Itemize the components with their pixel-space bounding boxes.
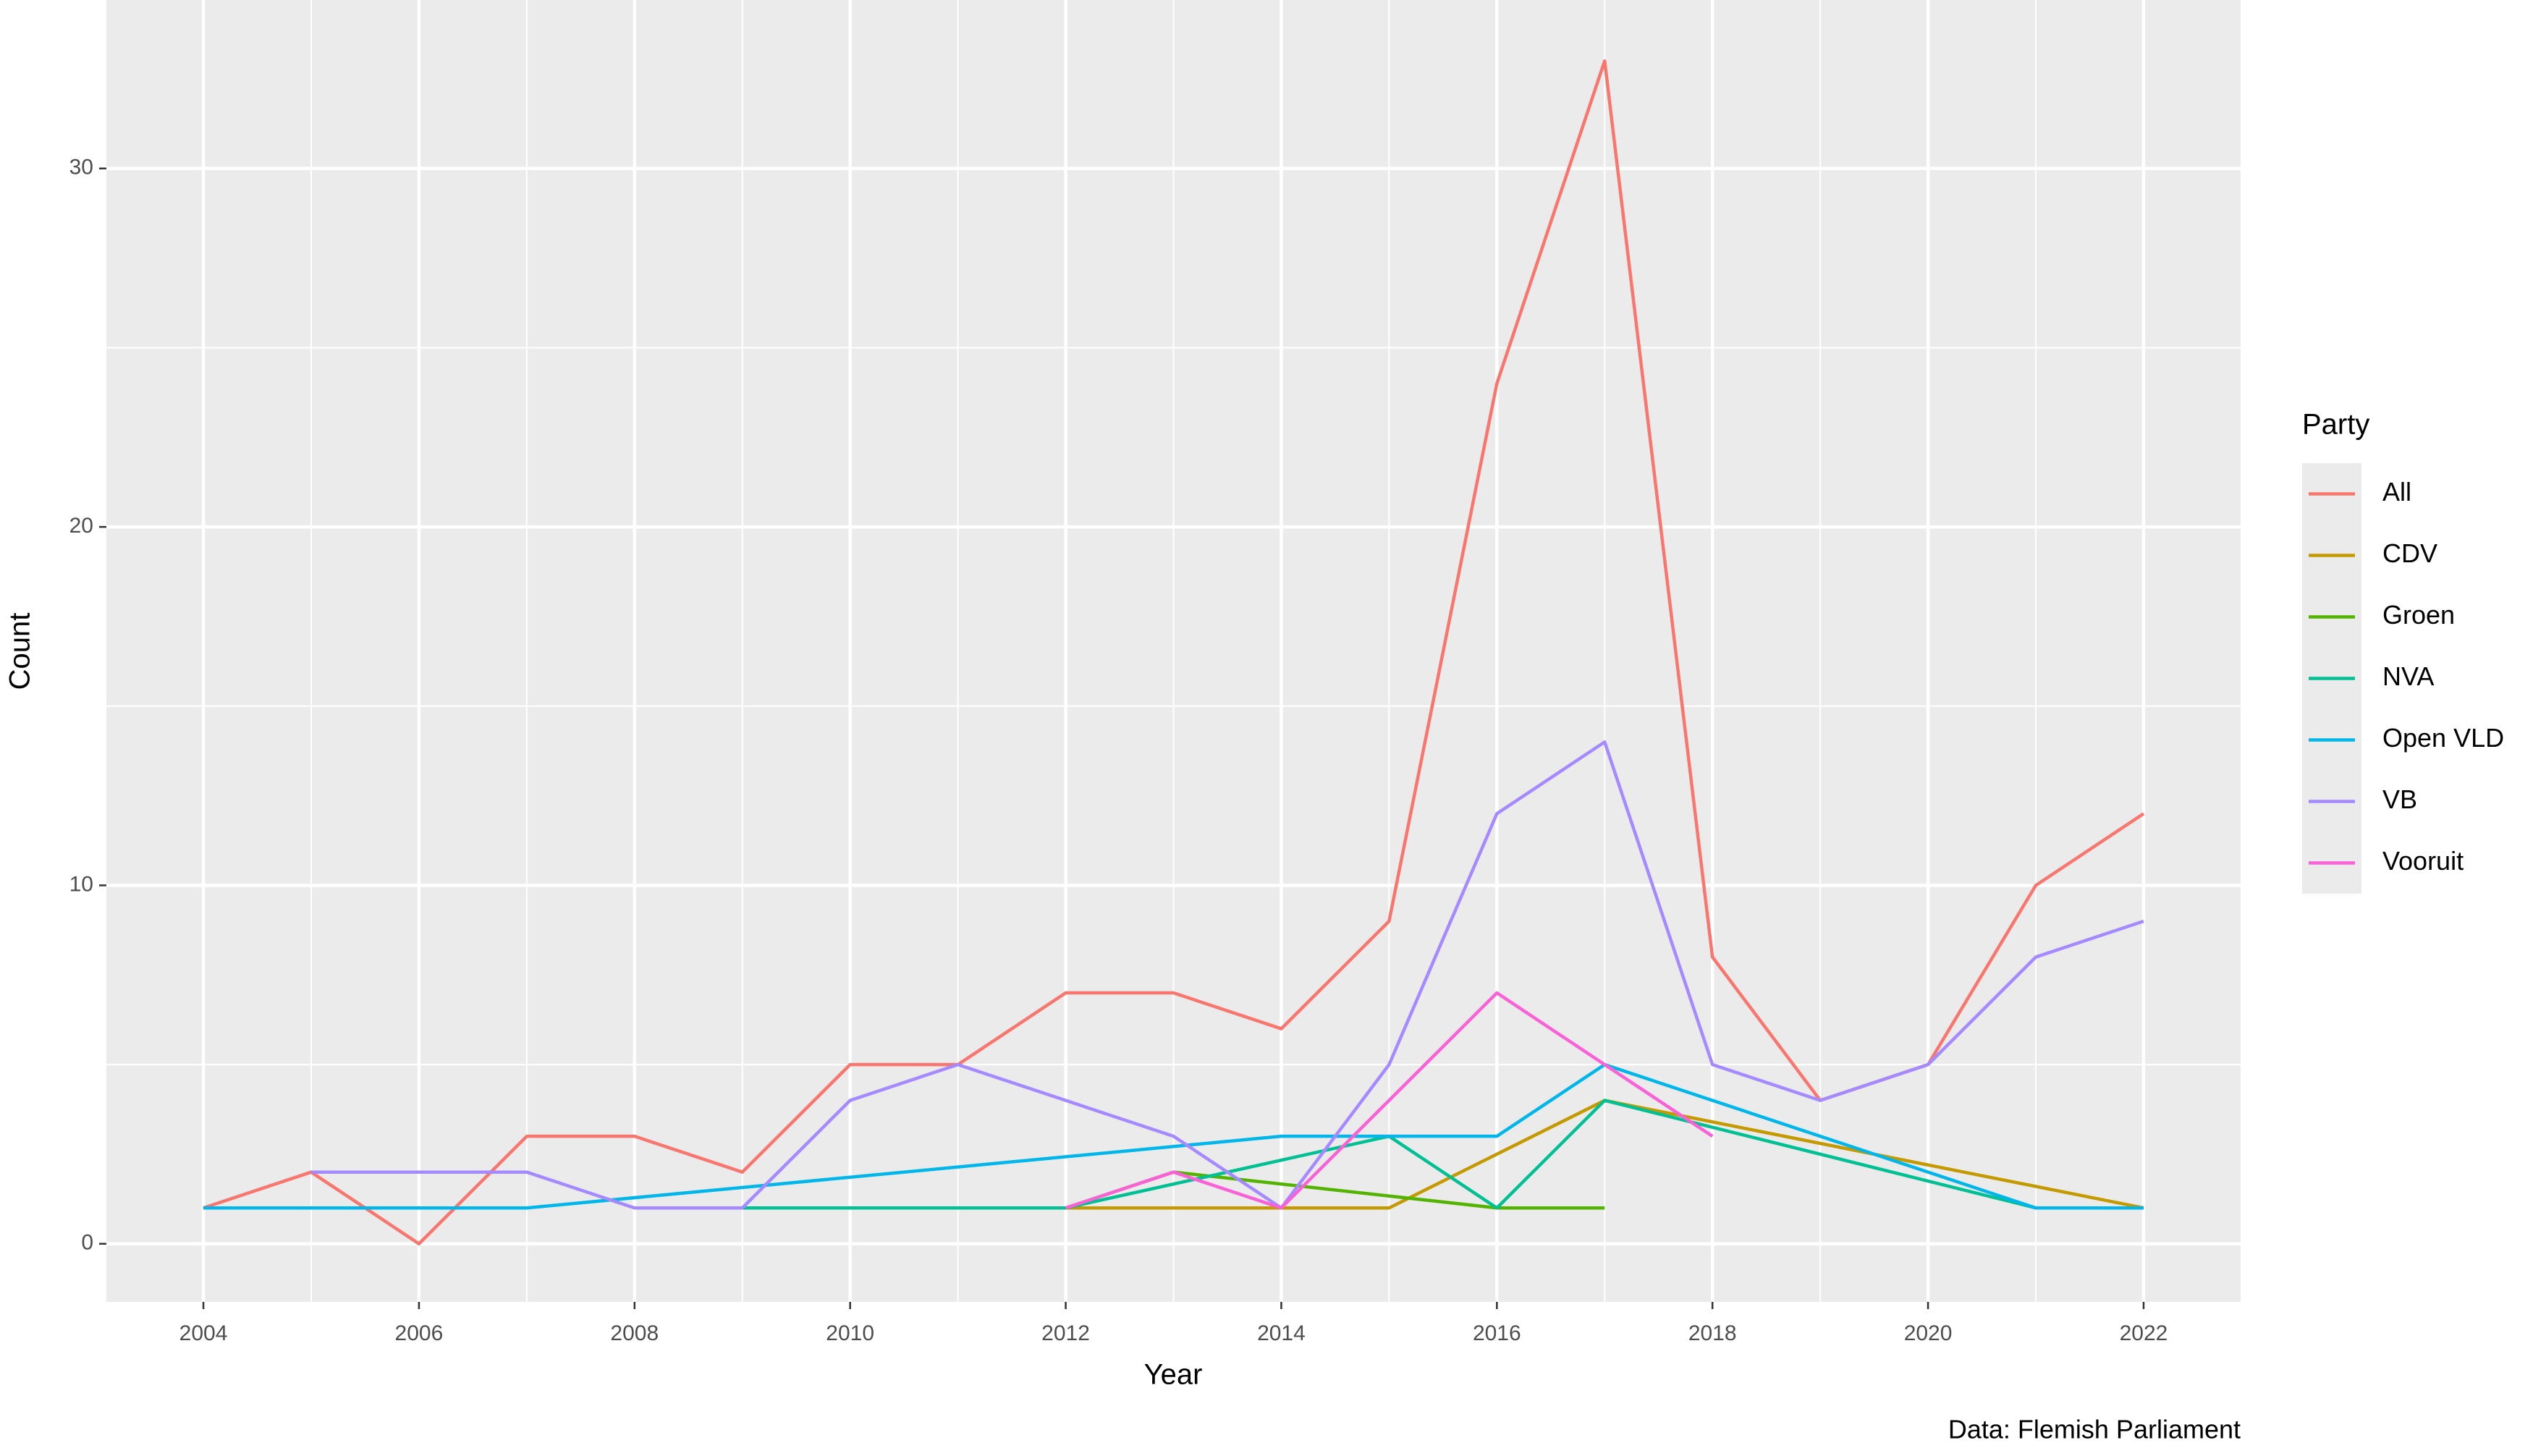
- x-tick-label: 2004: [179, 1321, 228, 1345]
- legend-label: Open VLD: [2382, 723, 2504, 753]
- legend: All CDV Groen NVA Open VLD VB Vooruit: [2302, 463, 2504, 894]
- x-tick-label: 2020: [1904, 1321, 1953, 1345]
- grid: [106, 0, 2241, 1302]
- x-tick-label: 2006: [395, 1321, 444, 1345]
- legend-label: NVA: [2382, 661, 2434, 691]
- x-tick-label: 2010: [826, 1321, 874, 1345]
- series-line: [1065, 991, 1714, 1210]
- caption: Data: Flemish Parliament: [1948, 1415, 2241, 1444]
- x-tick-label: 2014: [1257, 1321, 1306, 1345]
- x-axis-title: Year: [1144, 1359, 1203, 1391]
- legend-label: Groen: [2382, 600, 2455, 630]
- legend-label: VB: [2382, 784, 2417, 814]
- y-tick-label: 30: [69, 156, 93, 179]
- y-tick-label: 20: [69, 514, 93, 538]
- series-lines: [203, 59, 2145, 1246]
- x-tick-label: 2018: [1688, 1321, 1737, 1345]
- x-tick-label: 2016: [1473, 1321, 1521, 1345]
- x-tick-label: 2008: [610, 1321, 659, 1345]
- legend-label: All: [2382, 477, 2411, 507]
- series-line: [203, 1062, 2144, 1210]
- y-tick-label: 10: [69, 872, 93, 896]
- y-axis-title: Count: [4, 613, 36, 690]
- x-tick-label: 2022: [2120, 1321, 2168, 1345]
- x-tick-label: 2012: [1041, 1321, 1090, 1345]
- y-tick-label: 0: [81, 1231, 93, 1255]
- legend-label: CDV: [2382, 538, 2437, 568]
- legend-label: Vooruit: [2382, 846, 2464, 876]
- legend-title: Party: [2302, 409, 2369, 441]
